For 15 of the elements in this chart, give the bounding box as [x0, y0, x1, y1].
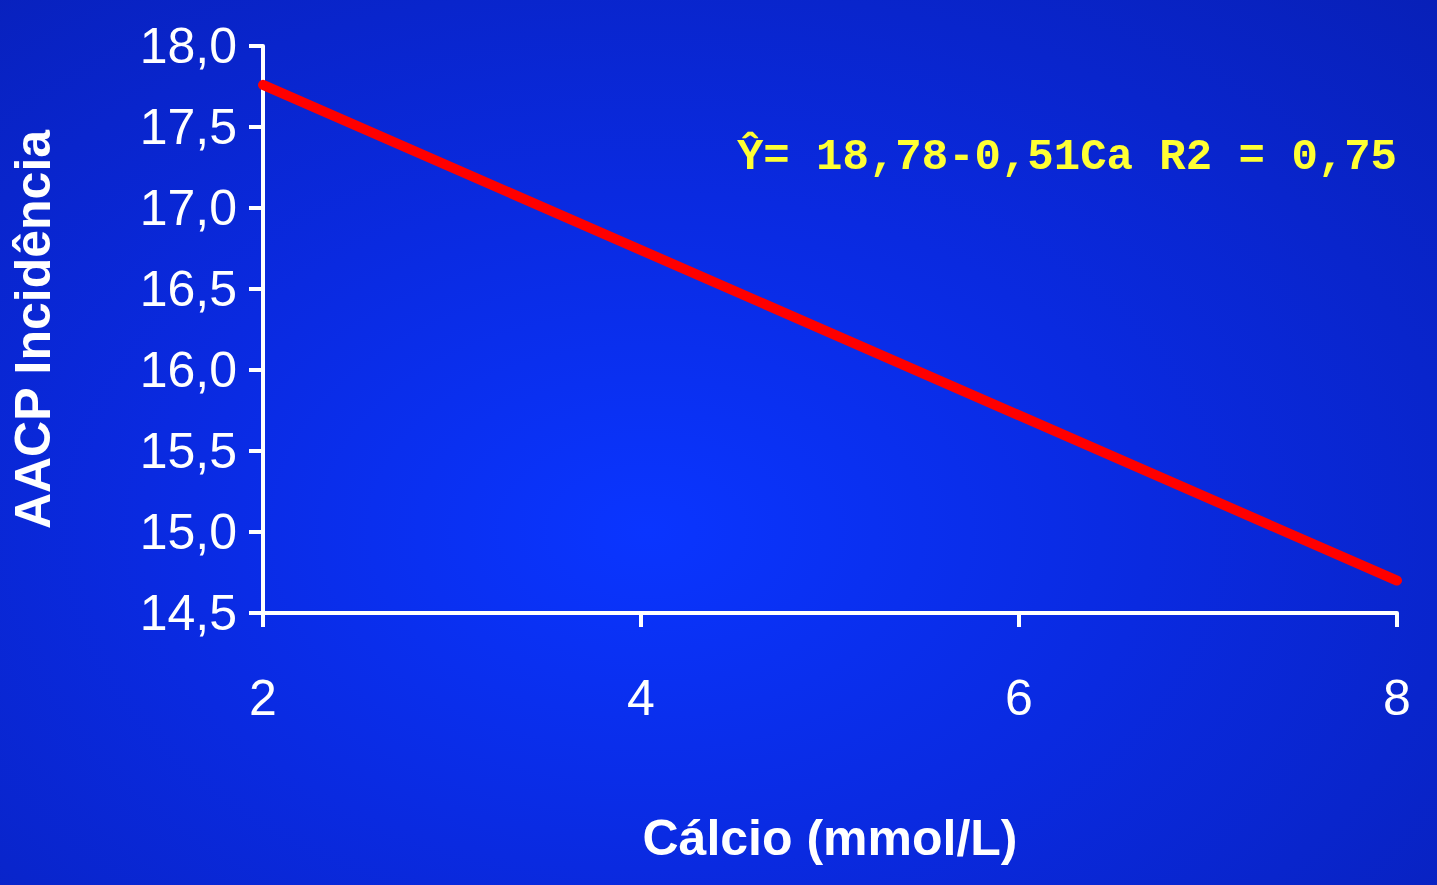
y-tick-label: 17,0 [139, 180, 237, 236]
y-tick-label: 14,5 [139, 585, 237, 641]
y-tick-label: 15,0 [139, 504, 237, 560]
annotation: Ŷ= 18,78-0,51Ca R2 = 0,75 [736, 131, 1397, 182]
y-tick-label: 16,0 [139, 342, 237, 398]
x-tick-label: 2 [249, 670, 277, 726]
x-axis-title: Cálcio (mmol/L) [642, 810, 1018, 866]
x-tick-label: 4 [627, 670, 655, 726]
y-tick-label: 15,5 [139, 423, 237, 479]
x-tick-label: 6 [1005, 670, 1033, 726]
y-tick-label: 18,0 [139, 18, 237, 74]
y-tick-label: 16,5 [139, 261, 237, 317]
x-tick-label: 8 [1383, 670, 1411, 726]
y-tick-label: 17,5 [139, 99, 237, 155]
y-axis-title: AACP Incidência [5, 128, 61, 530]
